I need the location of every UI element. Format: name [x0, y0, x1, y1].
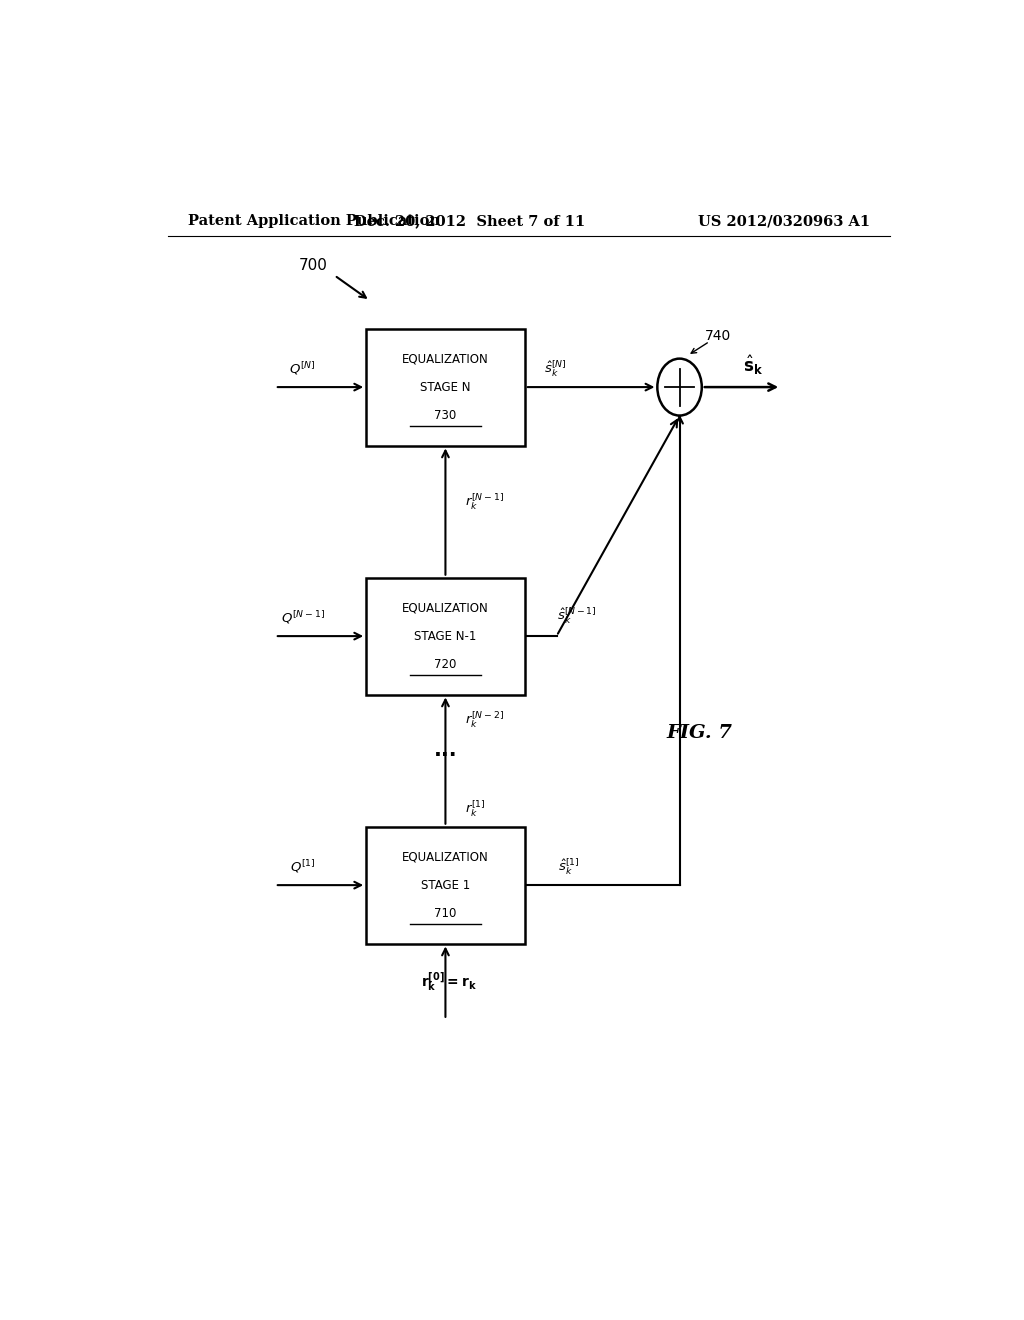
Text: EQUALIZATION: EQUALIZATION — [402, 601, 488, 614]
Text: 700: 700 — [299, 257, 328, 273]
Text: 730: 730 — [434, 409, 457, 422]
Text: STAGE N: STAGE N — [420, 380, 471, 393]
Text: $\hat{\mathbf{s}}_\mathbf{k}$: $\hat{\mathbf{s}}_\mathbf{k}$ — [743, 352, 763, 376]
Text: STAGE 1: STAGE 1 — [421, 879, 470, 891]
Text: EQUALIZATION: EQUALIZATION — [402, 352, 488, 366]
Text: 740: 740 — [705, 329, 731, 343]
Text: $Q^{[1]}$: $Q^{[1]}$ — [290, 858, 315, 875]
Text: FIG. 7: FIG. 7 — [667, 723, 732, 742]
Text: $r_k^{[N-1]}$: $r_k^{[N-1]}$ — [465, 491, 504, 512]
Text: ...: ... — [433, 741, 458, 760]
Text: $\hat{s}_k^{[N]}$: $\hat{s}_k^{[N]}$ — [544, 359, 566, 379]
Text: US 2012/0320963 A1: US 2012/0320963 A1 — [698, 214, 870, 228]
Text: $\mathbf{r_k^{[0]}=r_k}$: $\mathbf{r_k^{[0]}=r_k}$ — [422, 970, 477, 994]
Text: 720: 720 — [434, 657, 457, 671]
Bar — [367, 329, 524, 446]
Text: STAGE N-1: STAGE N-1 — [415, 630, 476, 643]
Text: $\hat{s}_k^{[N-1]}$: $\hat{s}_k^{[N-1]}$ — [556, 606, 596, 626]
Bar — [367, 578, 524, 694]
Text: $r_k^{[1]}$: $r_k^{[1]}$ — [465, 799, 485, 818]
Text: $\hat{s}_k^{[1]}$: $\hat{s}_k^{[1]}$ — [558, 857, 580, 876]
Text: 710: 710 — [434, 907, 457, 920]
Text: EQUALIZATION: EQUALIZATION — [402, 850, 488, 863]
Text: $r_k^{[N-2]}$: $r_k^{[N-2]}$ — [465, 710, 504, 730]
Text: Patent Application Publication: Patent Application Publication — [187, 214, 439, 228]
Bar — [367, 826, 524, 944]
Text: $Q^{[N]}$: $Q^{[N]}$ — [289, 360, 316, 378]
Text: Dec. 20, 2012  Sheet 7 of 11: Dec. 20, 2012 Sheet 7 of 11 — [353, 214, 585, 228]
Text: $Q^{[N-1]}$: $Q^{[N-1]}$ — [281, 610, 325, 626]
